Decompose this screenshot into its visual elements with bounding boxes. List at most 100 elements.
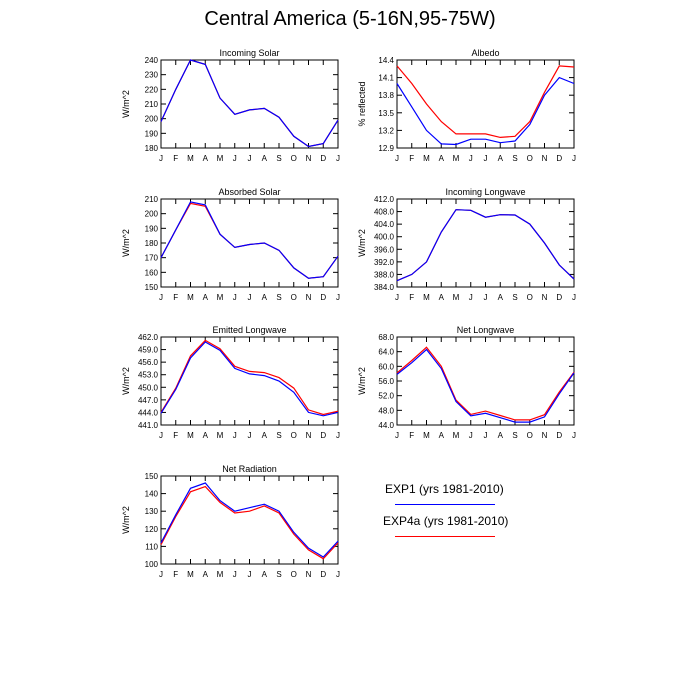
x-tick-label-albedo: J xyxy=(572,154,576,163)
series-line-exp1-net-radiation xyxy=(160,482,339,558)
plot-frame-emitted-longwave xyxy=(160,336,339,426)
x-tick-label-incoming-longwave: J xyxy=(484,293,488,302)
x-tick-label-net-radiation: F xyxy=(173,570,178,579)
x-tick-label-net-radiation: D xyxy=(320,570,326,579)
x-tick-label-emitted-longwave: M xyxy=(187,431,194,440)
x-tick-label-incoming-longwave: F xyxy=(409,293,414,302)
x-tick-label-incoming-longwave: S xyxy=(512,293,517,302)
x-tick-label-incoming-longwave: J xyxy=(395,293,399,302)
y-tick-label-net-longwave: 56.0 xyxy=(378,377,394,386)
series-line-exp1-emitted-longwave xyxy=(160,341,339,417)
x-tick-label-incoming-longwave: A xyxy=(498,293,504,302)
y-tick-label-incoming-solar: 230 xyxy=(145,71,159,80)
y-tick-label-net-radiation: 110 xyxy=(145,542,158,551)
x-tick-label-incoming-solar: M xyxy=(187,154,194,163)
panel-title-incoming-longwave: Incoming Longwave xyxy=(445,187,525,197)
x-tick-label-incoming-longwave: J xyxy=(469,293,473,302)
series-line-exp4a-absorbed-solar xyxy=(160,202,339,279)
x-tick-label-albedo: A xyxy=(439,154,445,163)
x-tick-label-emitted-longwave: J xyxy=(248,431,252,440)
x-tick-label-net-longwave: M xyxy=(453,431,460,440)
plot-frame-absorbed-solar xyxy=(160,198,339,288)
y-tick-label-emitted-longwave: 444.0 xyxy=(138,408,159,417)
y-tick-label-albedo: 13.8 xyxy=(378,91,394,100)
y-tick-label-net-longwave: 68.0 xyxy=(378,333,394,342)
plot-frame-albedo xyxy=(396,59,575,149)
y-axis-label-net-longwave: W/m^2 xyxy=(357,367,367,395)
x-tick-label-net-longwave: M xyxy=(423,431,430,440)
y-tick-label-incoming-longwave: 392.0 xyxy=(374,258,395,267)
y-tick-label-incoming-longwave: 412.0 xyxy=(374,195,395,204)
series-line-exp1-albedo xyxy=(396,76,575,146)
series-line-exp1-net-longwave xyxy=(396,348,575,423)
y-tick-label-incoming-solar: 200 xyxy=(145,115,159,124)
x-tick-label-incoming-solar: O xyxy=(291,154,297,163)
panel-title-net-radiation: Net Radiation xyxy=(222,464,277,474)
series-line-exp4a-emitted-longwave xyxy=(160,339,339,416)
x-tick-label-net-radiation: O xyxy=(291,570,297,579)
y-tick-label-incoming-solar: 190 xyxy=(145,129,159,138)
x-tick-label-absorbed-solar: J xyxy=(336,293,340,302)
x-tick-label-incoming-longwave: A xyxy=(439,293,445,302)
x-tick-label-incoming-solar: F xyxy=(173,154,178,163)
x-tick-label-albedo: F xyxy=(409,154,414,163)
x-tick-label-net-longwave: O xyxy=(527,431,533,440)
y-tick-label-absorbed-solar: 170 xyxy=(145,254,159,263)
x-tick-label-incoming-longwave: O xyxy=(527,293,533,302)
y-tick-label-net-radiation: 150 xyxy=(145,472,159,481)
y-tick-label-incoming-longwave: 396.0 xyxy=(374,245,395,254)
y-tick-label-net-longwave: 64.0 xyxy=(378,348,394,357)
y-tick-label-emitted-longwave: 459.0 xyxy=(138,346,159,355)
series-line-exp4a-incoming-longwave xyxy=(396,209,575,282)
x-tick-label-net-longwave: J xyxy=(395,431,399,440)
x-tick-label-albedo: D xyxy=(556,154,562,163)
y-tick-label-absorbed-solar: 160 xyxy=(145,268,159,277)
y-tick-label-net-radiation: 140 xyxy=(145,490,159,499)
x-tick-label-absorbed-solar: J xyxy=(159,293,163,302)
series-line-exp4a-net-longwave xyxy=(396,346,575,421)
x-tick-label-incoming-solar: N xyxy=(306,154,312,163)
x-tick-label-net-radiation: S xyxy=(276,570,281,579)
y-tick-label-albedo: 13.2 xyxy=(378,126,394,135)
x-tick-label-net-radiation: J xyxy=(248,570,252,579)
y-tick-label-net-longwave: 44.0 xyxy=(378,421,394,430)
y-tick-label-net-longwave: 48.0 xyxy=(378,406,394,415)
y-tick-label-incoming-solar: 240 xyxy=(145,56,159,65)
x-tick-label-emitted-longwave: J xyxy=(159,431,163,440)
series-line-exp1-incoming-longwave xyxy=(396,209,575,282)
y-tick-label-absorbed-solar: 150 xyxy=(145,283,159,292)
y-tick-label-incoming-longwave: 404.0 xyxy=(374,220,395,229)
panel-title-absorbed-solar: Absorbed Solar xyxy=(218,187,280,197)
y-tick-label-incoming-solar: 220 xyxy=(145,85,159,94)
legend-line-exp1 xyxy=(395,504,495,505)
series-line-exp1-absorbed-solar xyxy=(160,201,339,279)
x-tick-label-emitted-longwave: D xyxy=(320,431,326,440)
y-tick-label-net-longwave: 60.0 xyxy=(378,362,394,371)
x-tick-label-albedo: A xyxy=(498,154,504,163)
x-tick-label-emitted-longwave: S xyxy=(276,431,281,440)
y-tick-label-incoming-solar: 210 xyxy=(145,100,159,109)
x-tick-label-albedo: J xyxy=(395,154,399,163)
y-tick-label-emitted-longwave: 456.0 xyxy=(138,358,159,367)
x-tick-label-incoming-longwave: M xyxy=(423,293,430,302)
y-tick-label-net-radiation: 130 xyxy=(145,507,159,516)
x-tick-label-emitted-longwave: J xyxy=(336,431,340,440)
x-tick-label-absorbed-solar: J xyxy=(248,293,252,302)
x-tick-label-incoming-solar: J xyxy=(336,154,340,163)
y-tick-label-incoming-longwave: 384.0 xyxy=(374,283,395,292)
x-tick-label-incoming-longwave: N xyxy=(542,293,548,302)
y-tick-label-emitted-longwave: 450.0 xyxy=(138,383,159,392)
x-tick-label-incoming-solar: A xyxy=(203,154,209,163)
y-axis-label-incoming-solar: W/m^2 xyxy=(121,90,131,118)
x-tick-label-incoming-solar: D xyxy=(320,154,326,163)
x-tick-label-absorbed-solar: F xyxy=(173,293,178,302)
x-tick-label-net-radiation: A xyxy=(203,570,209,579)
x-tick-label-net-longwave: S xyxy=(512,431,517,440)
x-tick-label-absorbed-solar: A xyxy=(203,293,209,302)
y-tick-label-emitted-longwave: 462.0 xyxy=(138,333,159,342)
panel-incoming-longwave: Incoming Longwave 384.0 388.0 392.0 396.0 400… xyxy=(357,187,576,302)
y-tick-label-absorbed-solar: 210 xyxy=(145,195,159,204)
x-tick-label-albedo: S xyxy=(512,154,517,163)
